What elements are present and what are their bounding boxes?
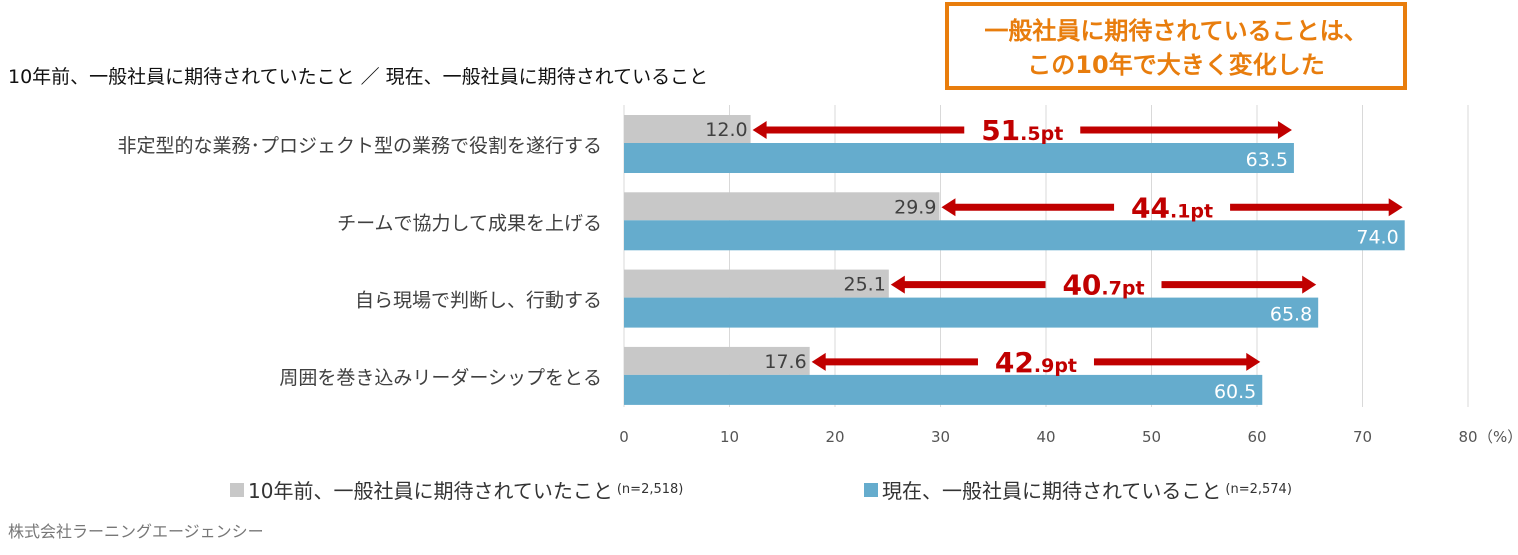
difference-value: 51	[981, 114, 1020, 147]
x-tick-label: 70	[1353, 428, 1372, 446]
x-tick-label: 80	[1458, 428, 1477, 446]
data-label-now: 74.0	[1356, 226, 1398, 248]
bar-past	[624, 269, 889, 298]
callout-box: 一般社員に期待されていることは、 この10年で大きく変化した	[945, 2, 1407, 90]
difference-label: 44.1pt	[1131, 191, 1213, 224]
x-tick-label: 50	[1142, 428, 1161, 446]
bar-past	[624, 192, 940, 221]
data-label-now: 65.8	[1270, 304, 1312, 326]
bar-past	[624, 346, 810, 375]
legend-n-now: (n=2,574)	[1225, 482, 1292, 497]
difference-unit: .1pt	[1170, 200, 1213, 222]
difference-value: 40	[1062, 269, 1101, 302]
x-unit-label: （%）	[1478, 428, 1518, 446]
credit: 株式会社ラーニングエージェンシー	[8, 522, 264, 541]
x-tick-label: 30	[931, 428, 950, 446]
data-label-past: 17.6	[764, 351, 806, 373]
x-tick-label: 60	[1247, 428, 1266, 446]
difference-value: 42	[995, 346, 1034, 379]
difference-label: 42.9pt	[995, 346, 1077, 379]
arrow-head-left	[752, 121, 767, 139]
data-label-now: 60.5	[1214, 381, 1256, 403]
arrow-head-right	[1277, 121, 1292, 139]
difference-label: 51.5pt	[981, 114, 1063, 147]
bar-past	[624, 115, 751, 143]
category-label: 非定型的な業務･プロジェクト型の業務で役割を遂行する	[117, 135, 602, 157]
legend-n-past: (n=2,518)	[616, 482, 684, 497]
callout-line-1: 一般社員に期待されていることは、	[984, 17, 1368, 45]
bar-now	[624, 297, 1319, 328]
x-tick-label: 10	[720, 428, 739, 446]
legend-item-now: 現在、一般社員に期待されていること (n=2,574)	[864, 475, 1292, 504]
callout-line-2: この10年で大きく変化した	[1027, 51, 1325, 79]
x-tick-label: 0	[619, 428, 629, 446]
chart-title: 10年前、一般社員に期待されていたこと ／ 現在、一般社員に期待されていること	[8, 66, 709, 88]
bar-chart: 0 10 20 30 40 50 60 70 80 （%） 非定型的な業務･プロジェクト型の業務で役…	[117, 105, 1518, 446]
arrow-head-left	[890, 275, 905, 294]
data-label-past: 29.9	[894, 196, 936, 218]
bar-now	[624, 143, 1294, 173]
legend-swatch-past	[230, 482, 244, 497]
legend-label-now: 現在、一般社員に期待されていること	[882, 479, 1222, 503]
legend-swatch-now	[864, 482, 878, 497]
x-tick-label: 40	[1036, 428, 1055, 446]
arrow-head-right	[1302, 275, 1317, 294]
arrow-head-right	[1246, 352, 1261, 371]
legend-item-past: 10年前、一般社員に期待されていたこと (n=2,518)	[230, 475, 683, 504]
arrow-head-right	[1388, 198, 1403, 217]
difference-unit: .9pt	[1034, 355, 1077, 377]
difference-unit: .5pt	[1020, 123, 1063, 145]
data-label-past: 25.1	[843, 274, 885, 296]
difference-value: 44	[1131, 191, 1170, 224]
bar-now	[624, 374, 1263, 405]
category-label: チームで協力して成果を上げる	[337, 212, 602, 234]
arrow-head-left	[941, 198, 956, 217]
difference-unit: .7pt	[1101, 278, 1144, 300]
x-tick-label: 20	[825, 428, 844, 446]
category-label: 周囲を巻き込みリーダーシップをとる	[279, 367, 602, 389]
legend-label-past: 10年前、一般社員に期待されていたこと	[248, 479, 613, 503]
bar-now	[624, 220, 1405, 251]
difference-label: 40.7pt	[1062, 269, 1144, 302]
data-label-past: 12.0	[705, 119, 747, 141]
category-label: 自ら現場で判断し、行動する	[355, 290, 602, 312]
arrow-head-left	[811, 352, 826, 371]
data-label-now: 63.5	[1246, 149, 1288, 171]
